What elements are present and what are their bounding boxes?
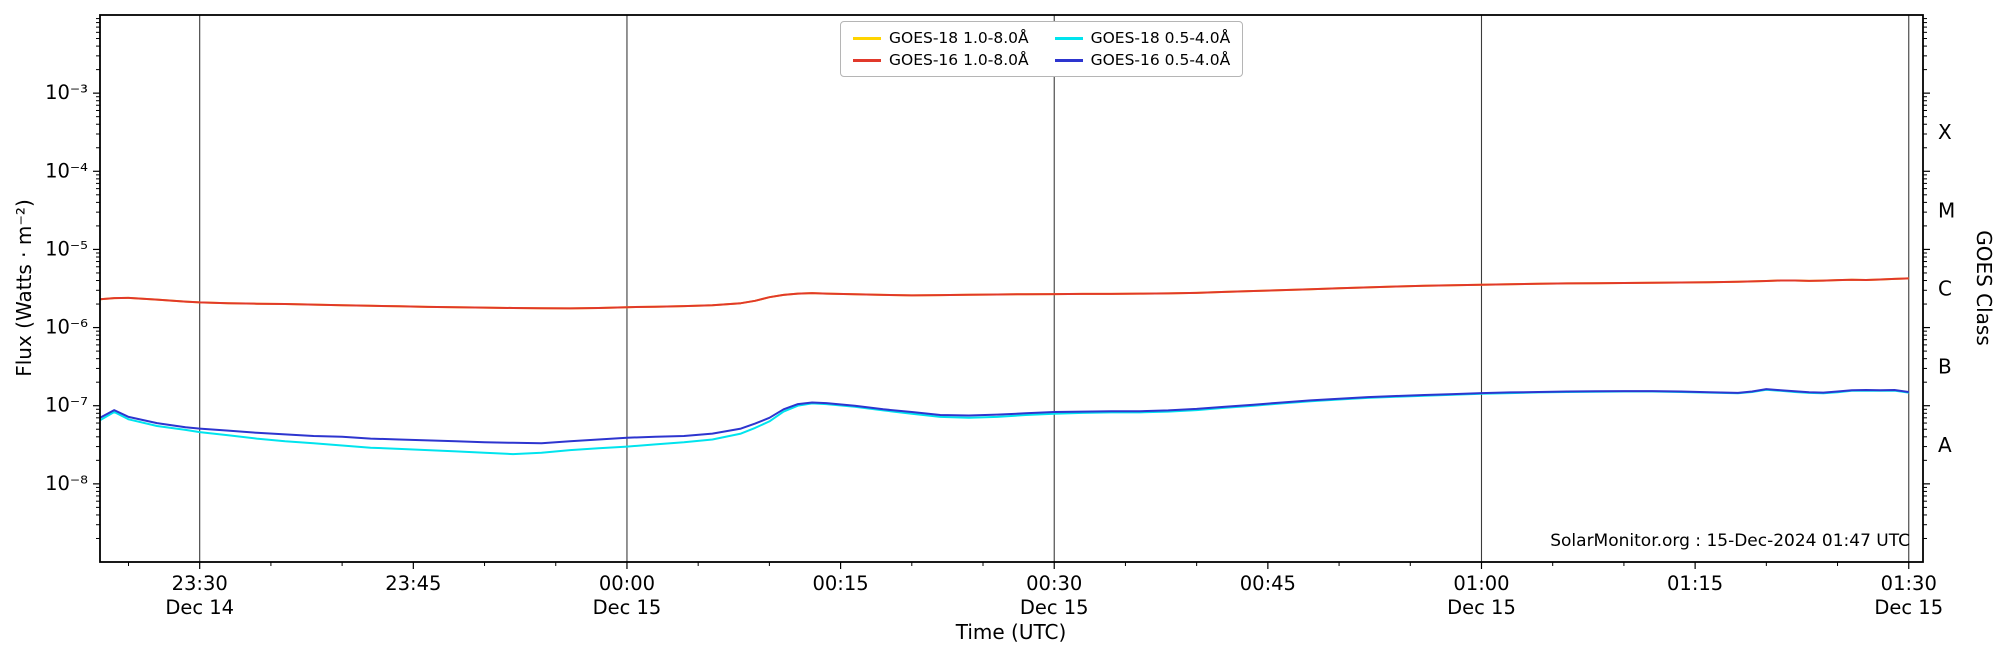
- x-tick-label: 00:00: [599, 572, 655, 595]
- legend-label-goes16-long: GOES-16 1.0-8.0Å: [889, 51, 1029, 69]
- y-tick-label: 10⁻⁶: [45, 316, 88, 339]
- legend-swatch-goes16-short: [1054, 58, 1083, 62]
- watermark: SolarMonitor.org : 15-Dec-2024 01:47 UTC: [1550, 531, 1910, 551]
- x-axis-label: Time (UTC): [955, 620, 1067, 644]
- y-tick-label: 10⁻⁴: [45, 159, 88, 182]
- legend-item-goes18-long: GOES-18 1.0-8.0Å: [853, 29, 1029, 47]
- x-tick-label: 01:30: [1881, 572, 1937, 595]
- x-date-label: Dec 15: [1020, 596, 1089, 619]
- x-tick-label: 00:30: [1026, 572, 1082, 595]
- x-tick-label: 00:45: [1240, 572, 1296, 595]
- x-tick-label: 00:15: [812, 572, 868, 595]
- legend-item-goes18-short: GOES-18 0.5-4.0Å: [1054, 29, 1231, 47]
- series-lines: [100, 277, 1909, 456]
- series-line-goes-16-1-0-8-0-: [100, 277, 1909, 310]
- x-date-label: Dec 15: [1447, 596, 1516, 619]
- x-tick-label: 01:00: [1453, 572, 1509, 595]
- x-date-label: Dec 15: [1874, 596, 1943, 619]
- legend-swatch-goes16-long: [853, 58, 881, 62]
- goes-class-label: B: [1938, 355, 1952, 379]
- plot-border: [99, 14, 1924, 563]
- legend-label-goes18-long: GOES-18 1.0-8.0Å: [889, 29, 1029, 47]
- goes-class-label: X: [1938, 120, 1952, 144]
- right-axis-label: GOES Class: [1972, 230, 1996, 346]
- y-axis-label: Flux (Watts · m⁻²): [12, 199, 36, 377]
- goes-class-label: A: [1938, 433, 1952, 457]
- x-tick-label: 23:45: [385, 572, 441, 595]
- y-tick-label: 10⁻³: [45, 81, 88, 104]
- legend-item-goes16-short: GOES-16 0.5-4.0Å: [1054, 51, 1231, 69]
- y-tick-label: 10⁻⁵: [45, 237, 88, 260]
- x-date-label: Dec 15: [593, 596, 662, 619]
- goes-class-label: M: [1938, 198, 1955, 222]
- y-tick-label: 10⁻⁸: [45, 472, 88, 495]
- y-tick-label: 10⁻⁷: [45, 394, 88, 417]
- x-date-label: Dec 14: [165, 596, 234, 619]
- x-tick-label: 23:30: [172, 572, 228, 595]
- goes-class-label: C: [1938, 277, 1952, 301]
- legend: GOES-18 1.0-8.0Å GOES-16 1.0-8.0Å GOES-1…: [840, 21, 1244, 77]
- legend-swatch-goes18-long: [853, 36, 881, 40]
- legend-swatch-goes18-short: [1054, 36, 1083, 40]
- legend-item-goes16-long: GOES-16 1.0-8.0Å: [853, 51, 1029, 69]
- legend-label-goes16-short: GOES-16 0.5-4.0Å: [1090, 51, 1231, 69]
- legend-label-goes18-short: GOES-18 0.5-4.0Å: [1090, 29, 1231, 47]
- x-tick-label: 01:15: [1667, 572, 1723, 595]
- series-line-goes-18-0-5-4-0-: [100, 388, 1909, 456]
- series-line-goes-16-0-5-4-0-: [100, 388, 1909, 445]
